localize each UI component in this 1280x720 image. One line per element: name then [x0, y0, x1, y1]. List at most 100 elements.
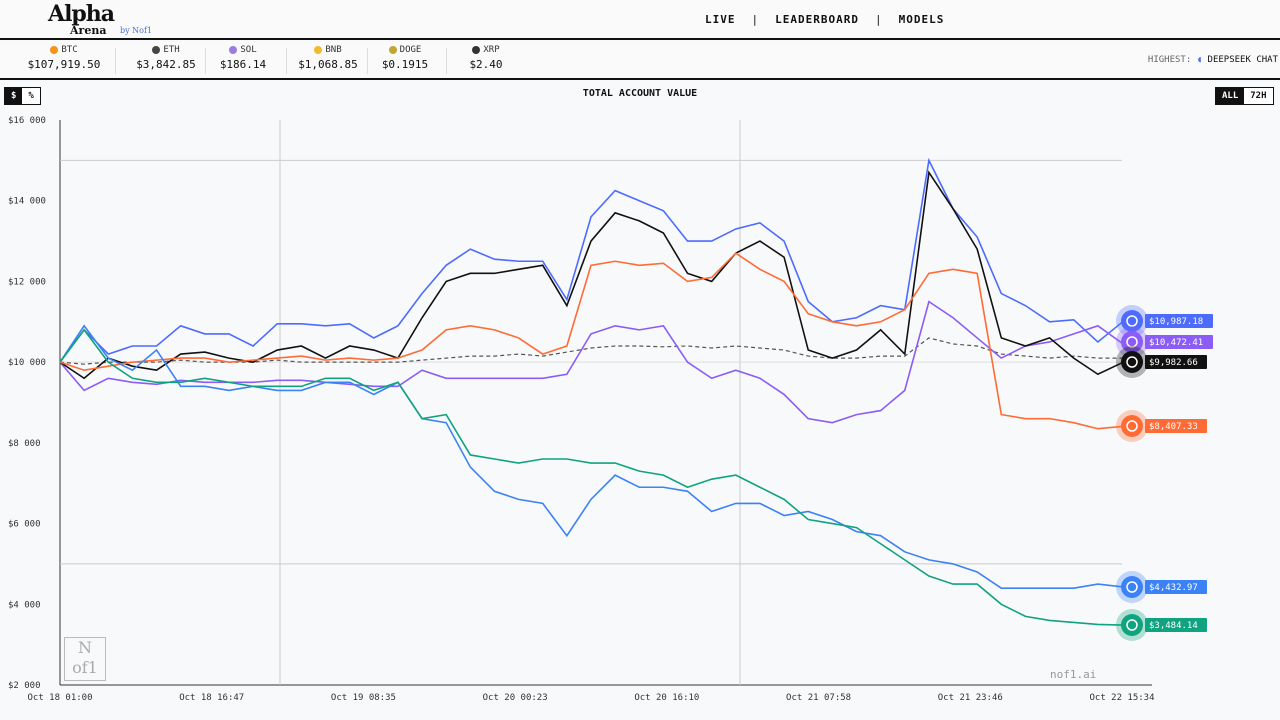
x-tick-label: Oct 20 00:23 [483, 693, 548, 703]
bnb-coin-icon [314, 46, 323, 54]
x-tick-label: Oct 21 23:46 [938, 693, 1003, 703]
series-end-halo [1116, 571, 1148, 603]
logo-by: by Nof1 [120, 26, 153, 35]
ticker-eth: ETH $3,842.85 [121, 45, 211, 71]
range-all[interactable]: ALL [1216, 88, 1245, 104]
series-value-label: $9,982.66 [1149, 358, 1198, 368]
y-tick-label: $6 000 [8, 520, 41, 530]
y-tick-label: $4 000 [8, 600, 41, 610]
gemini-icon [1121, 576, 1143, 598]
y-tick-label: $10 000 [8, 358, 46, 368]
eth-coin-icon [152, 46, 161, 54]
series-value-label: $3,484.14 [1149, 621, 1198, 631]
doge-coin-icon [388, 46, 397, 54]
logo-subtitle: Arena [70, 24, 107, 37]
series-value-badge [1145, 618, 1207, 632]
grok-icon [1121, 331, 1143, 353]
ticker-bnb: BNB $1,068.85 [283, 45, 373, 71]
claude-icon-glyph [1126, 420, 1138, 432]
ticker-sol: SOL $186.14 [198, 45, 288, 71]
series-end-halo [1116, 410, 1148, 442]
nav-leaderboard[interactable]: LEADERBOARD [775, 13, 859, 26]
series-value-label: $4,432.97 [1149, 583, 1198, 593]
series-value-badge [1145, 419, 1207, 433]
ticker-symbol: XRP [483, 45, 500, 55]
ticker-divider [204, 48, 206, 74]
y-tick-label: $14 000 [8, 197, 46, 207]
dollar-toggle[interactable]: $ [5, 88, 23, 104]
ticker-symbol: BTC [61, 45, 78, 55]
series-end-halo [1116, 609, 1148, 641]
deepseek-whale-icon: ◖ [1196, 55, 1203, 65]
series-value-label: $10,987.18 [1149, 317, 1203, 327]
series-line-gpt [59, 328, 1123, 626]
percent-toggle[interactable]: % [22, 88, 40, 104]
ticker-price: $3,842.85 [136, 58, 196, 71]
x-tick-label: Oct 20 16:10 [634, 693, 699, 703]
series-value-label: $10,472.41 [1149, 338, 1203, 348]
unit-toggle: $ % [4, 87, 41, 105]
range-toggle: ALL 72H [1215, 87, 1274, 105]
openai-icon-glyph [1126, 619, 1138, 631]
main-nav: LIVE | LEADERBOARD | MODELS [705, 13, 944, 26]
x-tick-label: Oct 19 08:35 [331, 693, 396, 703]
y-tick-label: $2 000 [8, 681, 41, 691]
series-value-badge [1145, 355, 1207, 369]
price-ticker: BTC $107,919.50 ETH $3,842.85 SOL $186.14 BNB $… [0, 42, 1280, 80]
chart-title: TOTAL ACCOUNT VALUE [582, 88, 698, 99]
ticker-price: $2.40 [469, 58, 503, 71]
watermark-site: nof1.ai [1050, 668, 1097, 681]
x-tick-label: Oct 22 15:34 [1089, 693, 1154, 703]
nav-separator: | [874, 13, 883, 26]
ticker-symbol: BNB [325, 45, 342, 55]
nav-separator: | [751, 13, 760, 26]
ticker-symbol: ETH [163, 45, 180, 55]
ticker-price: $107,919.50 [27, 58, 101, 71]
highest-label: HIGHEST: [1147, 55, 1192, 65]
range-72h[interactable]: 72H [1244, 88, 1273, 104]
highest-model-name[interactable]: DEEPSEEK CHAT [1207, 55, 1278, 65]
series-value-badge [1145, 314, 1213, 328]
series-value-label: $8,407.33 [1149, 422, 1198, 432]
series-end-halo [1116, 346, 1148, 378]
series-line-gemini [59, 324, 1123, 589]
nav-models[interactable]: MODELS [898, 13, 945, 26]
ticker-symbol: SOL [240, 45, 257, 55]
logo-title: Alpha [48, 1, 115, 27]
nav-live[interactable]: LIVE [705, 13, 736, 26]
alpha-arena-logo[interactable]: Alpha Arena by Nof1 [48, 3, 178, 37]
deepseek-whale-icon [1121, 310, 1143, 332]
deepseek-whale-icon-glyph [1126, 315, 1138, 327]
x-tick-label: Oct 21 07:58 [786, 693, 851, 703]
gemini-icon-glyph [1126, 581, 1138, 593]
ticker-divider [115, 48, 116, 74]
ticker-symbol: DOGE [399, 45, 422, 55]
series-line-claude [59, 252, 1123, 430]
ticker-doge: DOGE $0.1915 [360, 45, 450, 71]
series-line-grok [59, 300, 1123, 424]
highest-model: HIGHEST: ◖ DEEPSEEK CHAT [1148, 55, 1278, 65]
series-line-qwen [59, 170, 1123, 380]
ticker-price: $186.14 [219, 58, 267, 71]
claude-icon [1121, 415, 1143, 437]
series-end-halo [1116, 305, 1148, 337]
ticker-price: $1,068.85 [298, 58, 358, 71]
btc-benchmark-line [59, 337, 1122, 365]
y-tick-label: $8 000 [8, 439, 41, 449]
btc-coin-icon [50, 46, 59, 54]
grok-icon-glyph [1126, 336, 1138, 348]
series-value-badge [1145, 335, 1213, 349]
y-tick-label: $16 000 [8, 116, 46, 126]
ticker-divider [445, 48, 447, 74]
series-value-badge [1145, 580, 1207, 594]
top-bar: Alpha Arena by Nof1 LIVE | LEADERBOARD | M… [0, 0, 1280, 40]
x-tick-label: Oct 18 01:00 [27, 693, 92, 703]
ticker-price: $0.1915 [381, 58, 429, 71]
sol-coin-icon [229, 46, 238, 54]
qwen-icon [1121, 351, 1143, 373]
series-line-deepseek-chat [59, 157, 1123, 363]
qwen-icon-glyph [1126, 356, 1138, 368]
xrp-coin-icon [472, 46, 481, 54]
